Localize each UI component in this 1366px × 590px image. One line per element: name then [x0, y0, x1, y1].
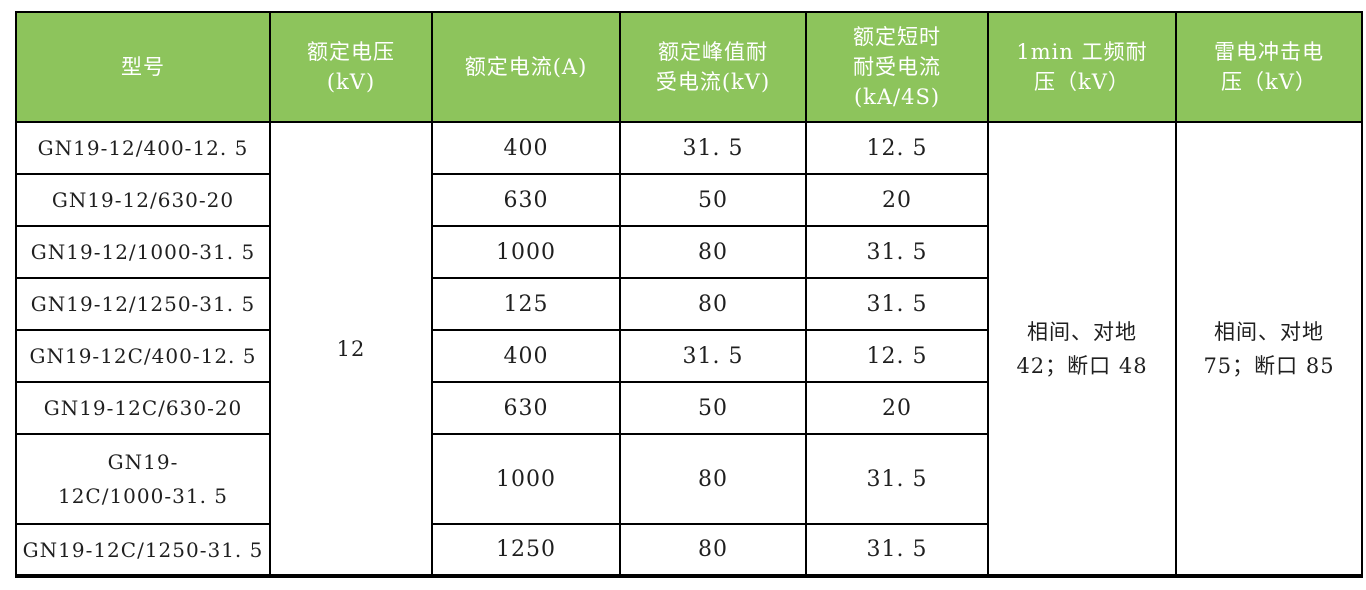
cell-peak-current: 80 — [619, 277, 807, 331]
cell-rated-current: 630 — [431, 381, 621, 435]
cell-model: GN19-12/1250-31. 5 — [15, 277, 271, 331]
cell-rated-current: 630 — [431, 173, 621, 227]
cell-peak-current: 80 — [619, 225, 807, 279]
cell-short-time-current: 31. 5 — [805, 523, 989, 577]
cell-model: GN19- 12C/1000-31. 5 — [15, 433, 271, 525]
cell-short-time-current: 31. 5 — [805, 433, 989, 525]
header-peak-withstand-current: 额定峰值耐 受电流(kV) — [619, 11, 807, 123]
cell-rated-current: 1000 — [431, 433, 621, 525]
table-row: GN19-12/1000-31. 5 1000 80 31. 5 — [15, 225, 1362, 279]
header-power-frequency-withstand-voltage: 1min 工频耐 压（kV） — [987, 11, 1177, 123]
table-row: GN19-12C/630-20 630 50 20 — [15, 381, 1362, 435]
table-row: GN19-12C/1250-31. 5 1250 80 31. 5 — [15, 523, 1362, 577]
table-row: GN19-12/400-12. 5 12 400 31. 5 12. 5 相间、… — [15, 121, 1363, 577]
cell-model: GN19-12C/1250-31. 5 — [15, 523, 271, 577]
cell-short-time-current: 12. 5 — [805, 121, 989, 175]
header-model: 型号 — [15, 11, 271, 123]
cell-peak-current: 80 — [619, 433, 807, 525]
table-row: GN19-12/1250-31. 5 125 80 31. 5 — [15, 277, 1362, 331]
cell-lightning-impulse-merged: 相间、对地 75；断口 85 — [1175, 121, 1363, 577]
cell-model: GN19-12C/400-12. 5 — [15, 329, 271, 383]
header-short-time-withstand-current: 额定短时 耐受电流 (kA/4S) — [805, 11, 989, 123]
cell-short-time-current: 20 — [805, 173, 989, 227]
header-rated-voltage: 额定电压 (kV) — [269, 11, 433, 123]
cell-model: GN19-12C/630-20 — [15, 381, 271, 435]
cell-rated-current: 400 — [431, 121, 621, 175]
cell-rated-voltage-merged: 12 — [269, 121, 433, 577]
table-row: GN19- 12C/1000-31. 5 1000 80 31. 5 — [15, 433, 1362, 525]
cell-rated-current: 125 — [431, 277, 621, 331]
cell-rated-current: 400 — [431, 329, 621, 383]
cell-short-time-current: 31. 5 — [805, 277, 989, 331]
cell-peak-current: 50 — [619, 381, 807, 435]
header-lightning-impulse-voltage: 雷电冲击电 压（kV） — [1175, 11, 1363, 123]
cell-peak-current: 31. 5 — [619, 121, 807, 175]
table-row: GN19-12/630-20 630 50 20 — [15, 173, 1362, 227]
cell-peak-current: 31. 5 — [619, 329, 807, 383]
cell-model: GN19-12/630-20 — [15, 173, 271, 227]
table-row: GN19-12C/400-12. 5 400 31. 5 12. 5 — [15, 329, 1362, 383]
header-rated-current: 额定电流(A) — [431, 11, 621, 123]
cell-short-time-current: 31. 5 — [805, 225, 989, 279]
cell-power-freq-withstand-merged: 相间、对地 42；断口 48 — [987, 121, 1177, 577]
product-spec-table: 型号 额定电压 (kV) 额定电流(A) 额定峰值耐 受电流(kV) 额定短时 … — [15, 11, 1363, 578]
cell-model: GN19-12/400-12. 5 — [15, 121, 271, 175]
cell-short-time-current: 20 — [805, 381, 989, 435]
cell-short-time-current: 12. 5 — [805, 329, 989, 383]
cell-rated-current: 1000 — [431, 225, 621, 279]
header-row: 型号 额定电压 (kV) 额定电流(A) 额定峰值耐 受电流(kV) 额定短时 … — [15, 11, 1363, 123]
cell-peak-current: 50 — [619, 173, 807, 227]
cell-model: GN19-12/1000-31. 5 — [15, 225, 271, 279]
cell-rated-current: 1250 — [431, 523, 621, 577]
cell-peak-current: 80 — [619, 523, 807, 577]
